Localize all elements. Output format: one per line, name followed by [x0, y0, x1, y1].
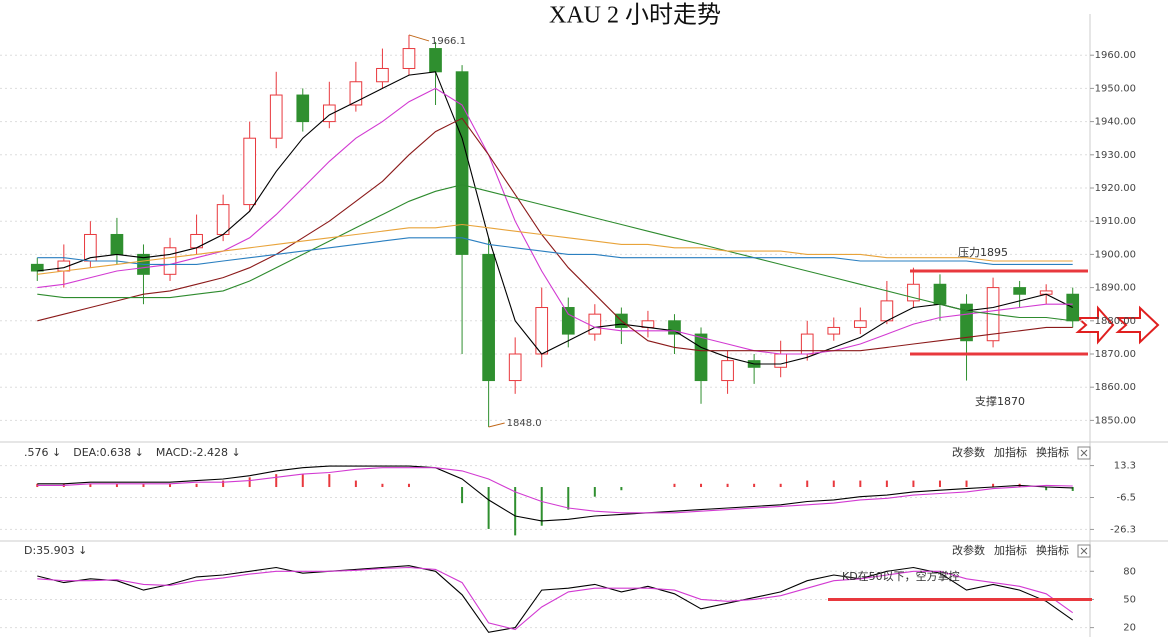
candle-body	[853, 320, 867, 328]
indicator-line	[37, 566, 1074, 631]
y-tick-label: 1950.00	[1095, 83, 1136, 94]
tool-button[interactable]: 改参数	[952, 445, 985, 459]
tool-button[interactable]: 换指标	[1036, 543, 1069, 557]
candle-body	[508, 353, 522, 382]
tool-button[interactable]: 换指标	[1036, 445, 1069, 459]
peak-label: 1966.1	[431, 36, 466, 47]
y-tick-label: 1860.00	[1095, 382, 1136, 393]
level-label: 支撑1870	[975, 394, 1025, 408]
indicator-line	[37, 117, 1073, 352]
chart-title: XAU 2 小时走势	[549, 2, 721, 29]
candle-body	[960, 303, 973, 342]
candle-body	[933, 283, 947, 305]
candle-body	[216, 204, 230, 235]
candle-body	[269, 94, 283, 139]
close-icon[interactable]	[1077, 446, 1091, 460]
indicator-line	[37, 565, 1074, 633]
candle-body	[535, 307, 549, 355]
candle-body	[429, 48, 442, 73]
candle-body	[694, 333, 708, 382]
tool-button[interactable]: 加指标	[994, 543, 1027, 557]
y-tick-label: 1930.00	[1095, 150, 1136, 161]
y-tick-label: 1960.00	[1095, 50, 1136, 61]
candle-body	[1013, 287, 1026, 295]
y-tick-label: 50	[1123, 594, 1136, 605]
candle-body	[322, 104, 336, 123]
indicator-line	[37, 87, 1073, 355]
y-tick-label: 1850.00	[1095, 415, 1136, 426]
y-tick-label: 1880.00	[1095, 316, 1136, 327]
candle-body	[110, 233, 124, 255]
y-tick-label: 1870.00	[1095, 349, 1136, 360]
indicator-value: .576 ↓	[24, 446, 61, 459]
candle-body	[243, 137, 257, 206]
trough-pointer	[488, 422, 505, 428]
tool-button[interactable]: 加指标	[994, 445, 1027, 459]
candle-body	[349, 81, 363, 106]
candle-body	[588, 313, 602, 335]
y-tick-label: 1890.00	[1095, 283, 1136, 294]
y-tick-label: 20	[1123, 623, 1136, 634]
indicator-line	[37, 223, 1073, 275]
y-tick-label: -6.5	[1116, 493, 1136, 504]
candle-body	[376, 67, 389, 83]
y-tick-label: 1900.00	[1095, 249, 1136, 260]
y-tick-label: 1920.00	[1095, 183, 1136, 194]
y-tick-label: 1940.00	[1095, 117, 1136, 128]
candle-body	[455, 71, 469, 255]
candle-body	[721, 360, 734, 382]
indicator-line	[37, 71, 1073, 365]
candle-body	[482, 253, 495, 382]
candle-body	[827, 326, 841, 335]
candle-body	[907, 283, 920, 302]
candle-body	[668, 320, 681, 335]
indicator-value: D:35.903 ↓	[24, 544, 87, 557]
close-icon[interactable]	[1077, 544, 1091, 558]
indicator-line	[37, 237, 1073, 265]
indicator-line	[37, 467, 1073, 514]
candle-body	[402, 48, 416, 69]
indicator-line	[37, 184, 1073, 322]
tool-button[interactable]: 改参数	[952, 543, 985, 557]
indicator-value: DEA:0.638 ↓	[73, 446, 144, 459]
candle-body	[774, 353, 788, 368]
y-tick-label: 1910.00	[1095, 216, 1136, 227]
level-label: 压力1895	[958, 246, 1008, 259]
arrow-icon	[1115, 305, 1160, 345]
candle-body	[296, 94, 310, 123]
y-tick-label: 80	[1123, 566, 1136, 577]
y-tick-label: -26.3	[1110, 524, 1136, 535]
indicator-line	[37, 465, 1073, 522]
y-tick-label: 13.3	[1114, 461, 1136, 472]
candle-body	[30, 263, 44, 272]
indicator-value: MACD:-2.428 ↓	[156, 446, 241, 459]
arrow-icon	[1075, 305, 1115, 345]
trough-label: 1848.0	[507, 418, 542, 429]
candle-body	[561, 307, 575, 335]
candle-body	[880, 300, 894, 322]
candle-body	[1066, 293, 1080, 322]
candle-body	[163, 247, 177, 275]
peak-pointer	[408, 34, 430, 42]
kd-annotation: KD在50以下，空方掌控	[842, 569, 960, 583]
